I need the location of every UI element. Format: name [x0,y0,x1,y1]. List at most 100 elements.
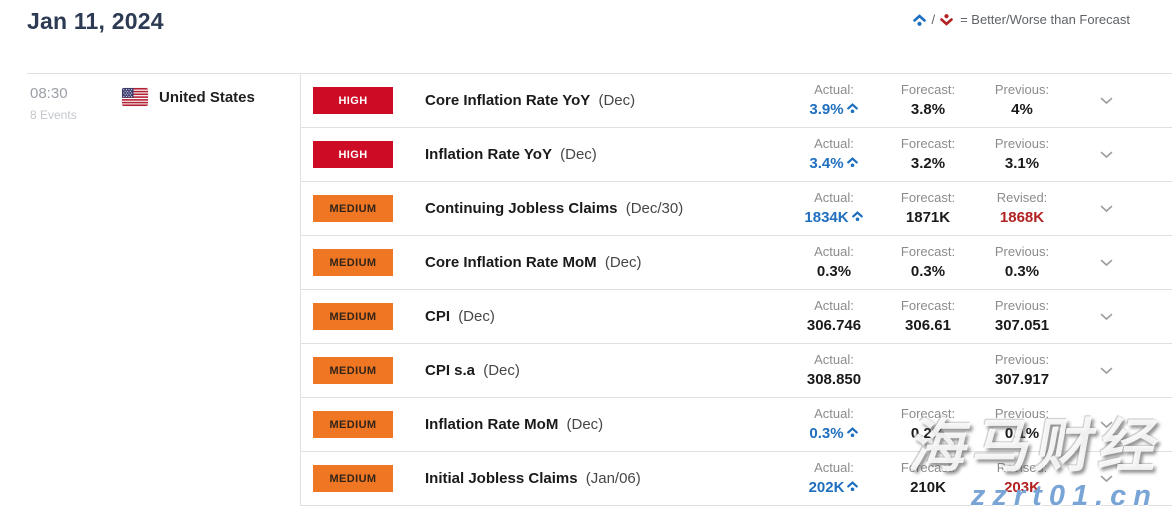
value-text: 0.3% [1004,262,1040,280]
value-number: 307.917 [975,370,1069,390]
event-period: (Dec) [604,254,642,271]
event-row[interactable]: HIGH Core Inflation Rate YoY (Dec) Actua… [301,74,1172,128]
event-rows: HIGH Core Inflation Rate YoY (Dec) Actua… [301,74,1172,506]
event-title: Continuing Jobless Claims [425,200,618,217]
expand-row-button[interactable] [1069,92,1143,110]
value-label: Forecast: [900,189,956,205]
importance-badge: HIGH [313,141,393,168]
value-number: 0.3% [787,262,881,282]
value-number: 306.746 [787,316,881,336]
expand-row-button[interactable] [1069,200,1143,218]
value-number: 1871K [881,208,975,228]
time-group-cell: 08:30 8 Events [27,74,301,506]
better-than-forecast-icon [846,100,859,120]
value-label: Actual: [814,297,854,313]
better-than-forecast-icon [912,13,927,27]
event-name[interactable]: Core Inflation Rate YoY (Dec) [425,92,787,109]
value-column: Actual: 0.3% [787,244,881,282]
event-row[interactable]: MEDIUM Inflation Rate MoM (Dec) Actual: 0… [301,398,1172,452]
event-title: Core Inflation Rate MoM [425,254,597,271]
value-label: Revised: [996,459,1048,475]
value-number: 203K [975,478,1069,498]
value-label: Previous: [994,405,1050,421]
event-row[interactable]: HIGH Inflation Rate YoY (Dec) Actual: 3.4… [301,128,1172,182]
value-column: Actual: 3.4% [787,136,881,174]
value-column: Previous: 307.051 [975,298,1069,336]
value-text: 3.1% [1004,154,1040,172]
event-name[interactable]: Inflation Rate MoM (Dec) [425,416,787,433]
event-row[interactable]: MEDIUM CPI (Dec) Actual: 306.746 Forecast:… [301,290,1172,344]
expand-row-button[interactable] [1069,362,1143,380]
importance-badge: MEDIUM [313,303,393,330]
expand-row-button[interactable] [1069,146,1143,164]
value-column: Previous: 3.1% [975,136,1069,174]
value-column: Actual: 0.3% [787,406,881,444]
expand-row-button[interactable] [1069,254,1143,272]
event-row[interactable]: MEDIUM Initial Jobless Claims (Jan/06) A… [301,452,1172,506]
value-column: Revised: 1868K [975,190,1069,228]
chevron-down-icon [1100,470,1113,488]
value-label: Revised: [996,189,1048,205]
value-label: Forecast: [900,405,956,421]
value-label: Actual: [814,81,854,97]
value-number: 0.3% [881,262,975,282]
event-title: Inflation Rate YoY [425,146,552,163]
expand-row-button[interactable] [1069,470,1143,488]
chevron-down-icon [1100,254,1113,272]
value-number: 210K [881,478,975,498]
value-column: Actual: 202K [787,460,881,498]
value-label: Forecast: [900,243,956,259]
value-label: Forecast: [900,297,956,313]
event-title: Initial Jobless Claims [425,470,578,487]
event-name[interactable]: Core Inflation Rate MoM (Dec) [425,254,787,271]
value-column: Forecast: 0.2% [881,406,975,444]
event-row[interactable]: MEDIUM Core Inflation Rate MoM (Dec) Act… [301,236,1172,290]
value-column: Forecast: 210K [881,460,975,498]
value-number: 3.1% [975,154,1069,174]
event-row[interactable]: MEDIUM Continuing Jobless Claims (Dec/30… [301,182,1172,236]
value-label: Forecast: [900,81,956,97]
value-number: 4% [975,100,1069,120]
chevron-down-icon [1100,146,1113,164]
value-text: 3.8% [910,100,946,118]
event-period: (Dec/30) [625,200,684,217]
event-name[interactable]: CPI (Dec) [425,308,787,325]
us-flag-icon [122,88,148,106]
value-text: 307.917 [994,370,1050,388]
event-row[interactable]: MEDIUM CPI s.a (Dec) Actual: 308.850 Previ… [301,344,1172,398]
value-column: Actual: 306.746 [787,298,881,336]
value-label: Actual: [814,243,854,259]
importance-badge: MEDIUM [313,411,393,438]
expand-row-button[interactable] [1069,416,1143,434]
value-text: 3.4% [809,154,844,172]
value-text: 203K [1004,478,1040,496]
importance-badge: HIGH [313,87,393,114]
event-name[interactable]: Continuing Jobless Claims (Dec/30) [425,200,787,217]
value-text: 306.746 [806,316,862,334]
value-number: 3.2% [881,154,975,174]
chevron-down-icon [1100,362,1113,380]
value-column: Previous: 307.917 [975,352,1069,390]
event-title: Core Inflation Rate YoY [425,92,591,109]
value-number: 3.4% [787,154,881,174]
value-label: Previous: [994,351,1050,367]
value-text: 1868K [999,208,1045,226]
value-number: 0.1% [975,424,1069,444]
chevron-down-icon [1100,308,1113,326]
event-name[interactable]: CPI s.a (Dec) [425,362,787,379]
value-column: Forecast: 0.3% [881,244,975,282]
value-text: 0.1% [1004,424,1040,442]
event-title: Inflation Rate MoM [425,416,559,433]
value-column: Actual: 3.9% [787,82,881,120]
chevron-down-icon [1100,416,1113,434]
value-label: Actual: [814,351,854,367]
event-name[interactable]: Initial Jobless Claims (Jan/06) [425,470,787,487]
value-column: Forecast: 306.61 [881,298,975,336]
event-name[interactable]: Inflation Rate YoY (Dec) [425,146,787,163]
better-than-forecast-icon [846,424,859,444]
country-group[interactable]: United States [122,88,255,106]
expand-row-button[interactable] [1069,308,1143,326]
country-name: United States [159,88,255,106]
value-label: Actual: [814,189,854,205]
value-number: 308.850 [787,370,881,390]
